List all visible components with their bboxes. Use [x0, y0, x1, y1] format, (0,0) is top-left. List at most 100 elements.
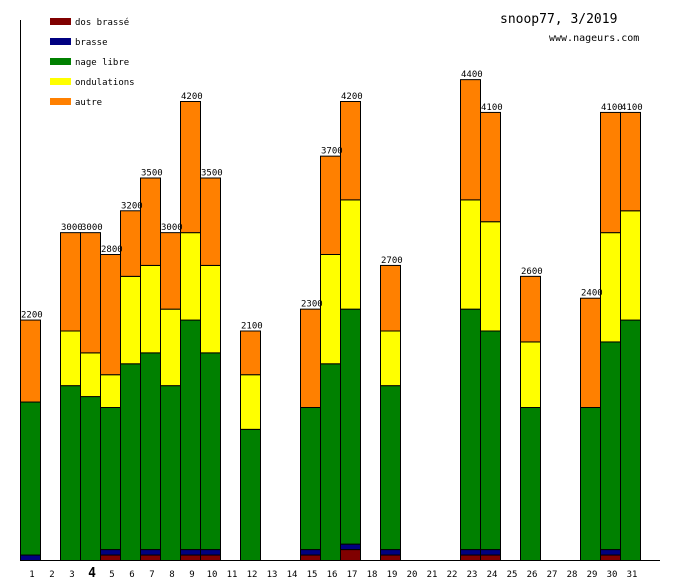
bar-segment [340, 308, 361, 545]
bar-segment [240, 428, 261, 561]
x-tick-label: 28 [567, 570, 578, 580]
bar-segment [300, 554, 321, 561]
total-label: 3000 [81, 223, 103, 233]
total-label: 4100 [621, 103, 643, 113]
bar-segment [60, 330, 81, 387]
x-tick-label: 16 [327, 570, 338, 580]
bar-segment [480, 330, 501, 551]
bar-segment [600, 549, 621, 556]
total-label: 4100 [481, 103, 503, 113]
bar-segment [100, 549, 121, 556]
bar-segment [20, 554, 41, 561]
legend-label: autre [75, 98, 102, 108]
x-tick-label: 27 [547, 570, 558, 580]
x-tick-label: 9 [189, 570, 194, 580]
bar-segment [20, 401, 41, 556]
x-tick-label: 6 [129, 570, 134, 580]
total-label: 4400 [461, 70, 483, 80]
total-label: 3700 [321, 147, 343, 157]
x-tick-label: 2 [49, 570, 54, 580]
legend-swatch [50, 18, 71, 25]
bar-segment [620, 111, 641, 212]
bar-segment [620, 319, 641, 562]
x-tick-label: 29 [587, 570, 598, 580]
x-tick-label: 5 [109, 570, 114, 580]
bar-segment [320, 254, 341, 365]
bar-segment [20, 319, 41, 403]
bar-segment [340, 199, 361, 310]
bar-segment [460, 549, 481, 556]
bar-segment [200, 352, 221, 551]
bar-segment [140, 352, 161, 551]
bar-segment [100, 554, 121, 561]
legend: dos brassé brasse nage libre ondulations aut… [50, 17, 135, 108]
legend-swatch [50, 38, 71, 45]
bar-segment [180, 101, 201, 234]
bar-segment [180, 232, 201, 321]
bar-segment [180, 554, 201, 561]
bar-segment [520, 341, 541, 408]
bar-segment [80, 396, 101, 562]
bar-segment [480, 554, 501, 561]
bar-segment [460, 79, 481, 201]
x-tick-label: 23 [467, 570, 478, 580]
bar-segment [80, 352, 101, 398]
x-tick-label: 4 [88, 566, 96, 580]
total-label: 2300 [301, 300, 323, 310]
total-label: 4200 [341, 92, 363, 102]
x-tick-label: 24 [487, 570, 498, 580]
x-tick-label: 1 [29, 570, 34, 580]
total-label: 2400 [581, 289, 603, 299]
bars [20, 79, 641, 562]
bar-segment [320, 155, 341, 255]
bar-segment [200, 264, 221, 354]
bar-segment [300, 308, 321, 408]
x-tick-label: 8 [169, 570, 174, 580]
total-label: 3000 [161, 223, 183, 233]
total-label: 4100 [601, 103, 623, 113]
x-tick-label: 25 [507, 570, 518, 580]
legend-label: dos brassé [75, 17, 129, 28]
bar-segment [380, 330, 401, 387]
bar-segment [600, 111, 621, 234]
bar-segment [120, 363, 141, 561]
x-tick-label: 18 [367, 570, 378, 580]
x-tick-label: 20 [407, 570, 418, 580]
bar-segment [140, 549, 161, 556]
bar-segment [80, 232, 101, 354]
bar-segment [100, 407, 121, 551]
bar-segment [180, 549, 201, 556]
x-tick-label: 15 [307, 570, 318, 580]
x-tick-labels: 1 2 3 4 5 6 7 8 9 10 11 12 13 14 15 16 17 18 19 20 21 22 23 24 2… [29, 566, 637, 580]
bar-segment [520, 407, 541, 561]
bar-segment [460, 308, 481, 551]
bar-segment [120, 275, 141, 365]
total-label: 2100 [241, 322, 263, 332]
legend-swatch [50, 78, 71, 85]
bar-segment [380, 554, 401, 561]
bar-segment [480, 549, 501, 556]
bar-segment [140, 177, 161, 266]
total-label: 2700 [381, 256, 403, 266]
bar-segment [480, 221, 501, 332]
legend-label: nage libre [75, 58, 129, 68]
bar-segment [140, 554, 161, 561]
bar-segment [600, 554, 621, 561]
bar-segment [620, 210, 641, 321]
bar-segment [200, 554, 221, 561]
bar-segment [340, 101, 361, 201]
bar-segment [380, 549, 401, 556]
bar-segment [340, 543, 361, 551]
bar-segment [100, 254, 121, 376]
total-label: 2200 [21, 311, 43, 321]
bar-segment [160, 308, 181, 387]
bar-segment [200, 177, 221, 266]
bar-segment [460, 199, 481, 310]
total-label: 3200 [121, 201, 143, 211]
chart-title: snoop77, 3/2019 [500, 12, 617, 27]
x-tick-label: 12 [247, 570, 258, 580]
x-tick-label: 13 [267, 570, 278, 580]
bar-segment [520, 275, 541, 343]
bar-segment [340, 549, 361, 561]
